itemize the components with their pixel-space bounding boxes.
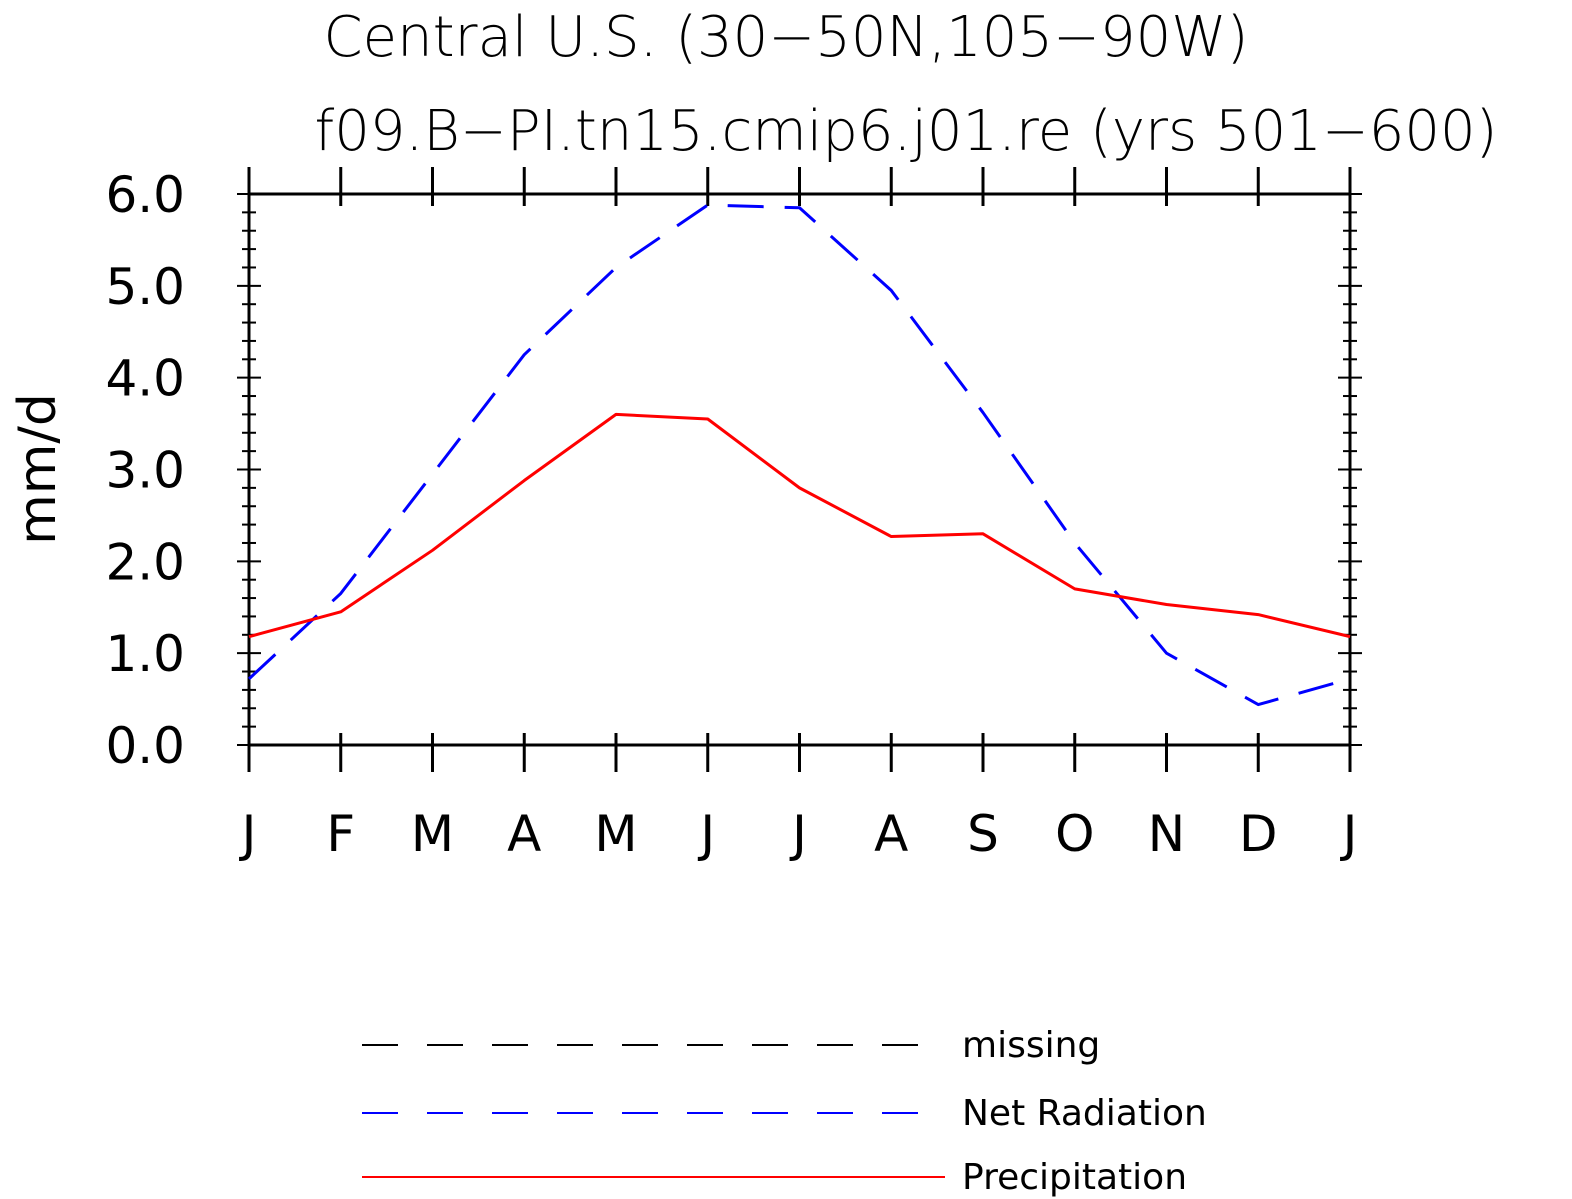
x-tick-label: D bbox=[1239, 805, 1278, 863]
y-tick-label: 3.0 bbox=[105, 442, 185, 500]
y-tick-label: 2.0 bbox=[105, 533, 185, 591]
x-tick-label: O bbox=[1055, 805, 1094, 863]
y-tick-label: 4.0 bbox=[105, 350, 185, 408]
x-tick-label: J bbox=[239, 805, 257, 863]
x-tick-label: N bbox=[1148, 805, 1185, 863]
y-tick-label: 0.0 bbox=[105, 717, 185, 775]
legend: missing Net Radiation Precipitation bbox=[362, 1025, 1207, 1198]
axes: 0.01.02.03.04.05.06.0J F M A M J J A S O N D J bbox=[105, 166, 1362, 863]
chart-title: Central U.S. (30−50N,105−90W) bbox=[324, 5, 1249, 70]
plot-frame bbox=[247, 192, 1352, 747]
x-tick-label: J bbox=[697, 805, 715, 863]
x-tick-label: J bbox=[789, 805, 807, 863]
x-tick-label: F bbox=[326, 805, 355, 863]
y-tick-label: 1.0 bbox=[105, 625, 185, 683]
x-tick-label: S bbox=[967, 805, 999, 863]
y-axis-label: mm/d bbox=[8, 393, 68, 545]
x-tick-label: J bbox=[1340, 805, 1358, 863]
series-line-precipitation bbox=[248, 412, 1351, 639]
x-tick-label: M bbox=[411, 805, 454, 863]
series-line-net-radiation bbox=[247, 203, 1351, 707]
x-tick-label: M bbox=[594, 805, 637, 863]
legend-label: missing bbox=[962, 1025, 1100, 1066]
y-tick-label: 6.0 bbox=[105, 166, 185, 224]
chart-subtitle: f09.B−PI.tn15.cmip6.j01.re (yrs 501−600) bbox=[314, 99, 1497, 164]
x-tick-label: A bbox=[874, 805, 908, 863]
series-lines bbox=[247, 203, 1351, 707]
legend-label: Precipitation bbox=[962, 1157, 1187, 1198]
y-tick-label: 5.0 bbox=[105, 258, 185, 316]
legend-label: Net Radiation bbox=[962, 1093, 1207, 1134]
x-tick-label: A bbox=[507, 805, 541, 863]
